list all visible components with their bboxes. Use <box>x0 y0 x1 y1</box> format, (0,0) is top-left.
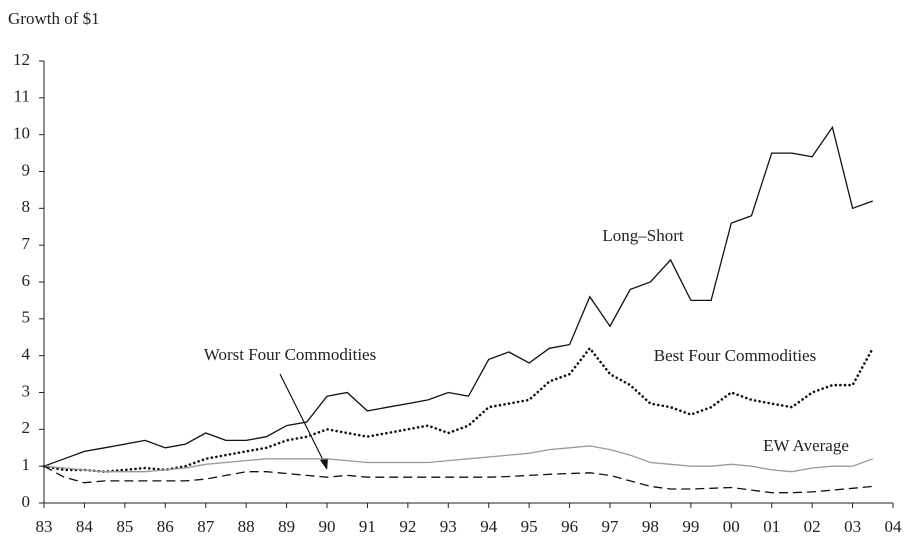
y-axis-label: Growth of $1 <box>8 9 100 28</box>
series-label: Best Four Commodities <box>654 346 816 365</box>
x-tick-label: 00 <box>723 517 740 536</box>
series-label: Long–Short <box>602 226 684 245</box>
series-label: Worst Four Commodities <box>204 345 376 364</box>
x-tick-label: 99 <box>682 517 699 536</box>
x-tick-label: 03 <box>844 517 861 536</box>
annotation-arrow <box>279 373 328 469</box>
x-tick-label: 02 <box>804 517 821 536</box>
x-tick-label: 94 <box>480 517 498 536</box>
series-line <box>43 445 874 473</box>
x-tick-label: 92 <box>399 517 416 536</box>
y-tick-label: 5 <box>22 308 31 327</box>
y-tick-label: 10 <box>13 124 30 143</box>
y-tick-label: 3 <box>22 381 31 400</box>
x-tick-label: 04 <box>885 517 903 536</box>
x-tick-label: 91 <box>359 517 376 536</box>
y-tick-label: 2 <box>22 418 31 437</box>
y-tick-label: 6 <box>22 271 31 290</box>
x-tick-label: 90 <box>319 517 336 536</box>
x-tick-label: 01 <box>763 517 780 536</box>
y-tick-label: 4 <box>22 345 31 364</box>
y-tick-label: 9 <box>22 160 31 179</box>
series-label: EW Average <box>763 436 849 455</box>
x-tick-label: 98 <box>642 517 659 536</box>
series-line <box>42 346 875 474</box>
x-tick-label: 84 <box>76 517 94 536</box>
x-tick-label: 83 <box>36 517 53 536</box>
y-tick-label: 1 <box>22 455 31 474</box>
y-tick-label: 7 <box>22 234 31 253</box>
y-tick-label: 11 <box>14 87 30 106</box>
x-tick-label: 97 <box>602 517 620 536</box>
y-tick-label: 12 <box>13 50 30 69</box>
x-tick-label: 86 <box>157 517 174 536</box>
x-tick-label: 93 <box>440 517 457 536</box>
x-tick-label: 88 <box>238 517 255 536</box>
y-tick-label: 8 <box>22 197 31 216</box>
x-tick-label: 89 <box>278 517 295 536</box>
x-tick-label: 95 <box>521 517 538 536</box>
x-tick-label: 85 <box>116 517 133 536</box>
x-tick-label: 96 <box>561 517 578 536</box>
x-tick-label: 87 <box>197 517 215 536</box>
series-line <box>43 465 873 494</box>
y-tick-label: 0 <box>22 492 31 511</box>
series-line <box>43 125 874 467</box>
arrow-head <box>320 458 328 470</box>
